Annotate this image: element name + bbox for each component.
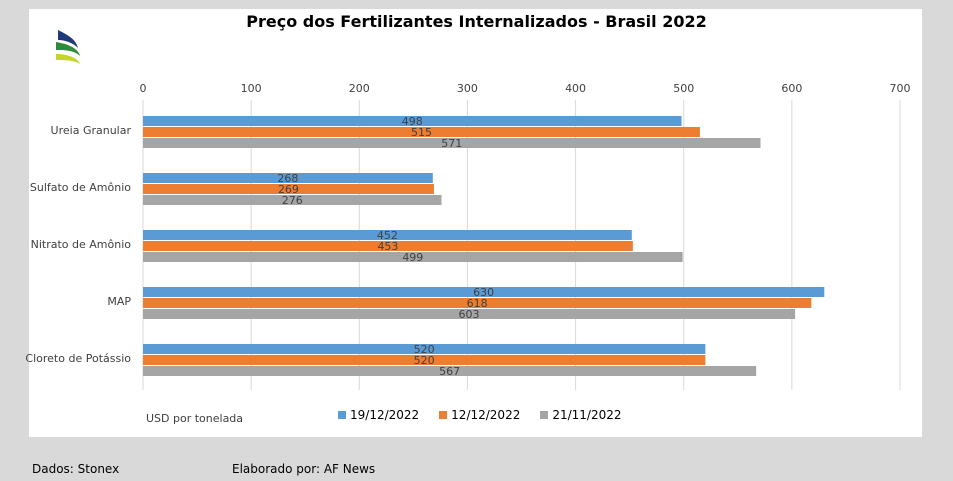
data-label-s3-c5: 567 xyxy=(439,365,460,378)
data-label-s1-c4: 630 xyxy=(473,286,494,299)
x-tick-label-2: 200 xyxy=(349,82,370,95)
logo-stripe-top xyxy=(58,30,78,48)
data-label-s3-c2: 276 xyxy=(282,194,303,207)
data-label-s1-c3: 452 xyxy=(377,229,398,242)
logo-stripe-middle xyxy=(56,42,80,56)
x-tick-label-4: 400 xyxy=(565,82,586,95)
data-label-s1-c1: 498 xyxy=(402,115,423,128)
bar-s1-c1 xyxy=(143,116,682,126)
x-axis-label: USD por tonelada xyxy=(146,412,244,425)
legend-swatch-2 xyxy=(439,411,448,419)
legend-swatch-3 xyxy=(540,411,549,419)
bar-s2-c1 xyxy=(143,127,700,137)
bar-s3-c3 xyxy=(143,252,683,262)
x-tick-label-5: 500 xyxy=(673,82,694,95)
legend-item-2: 12/12/2022 xyxy=(439,408,520,422)
legend-label-1: 19/12/2022 xyxy=(350,408,420,422)
data-label-s2-c5: 520 xyxy=(414,354,435,367)
x-tick-label-3: 300 xyxy=(457,82,478,95)
bar-s2-c2 xyxy=(143,184,434,194)
x-tick-label-0: 0 xyxy=(140,82,147,95)
x-tick-label-6: 600 xyxy=(781,82,802,95)
logo-stripe-bottom xyxy=(56,54,80,64)
chart-panel xyxy=(29,9,922,437)
legend-label-2: 12/12/2022 xyxy=(451,408,521,422)
bar-s3-c1 xyxy=(143,138,761,148)
legend-label-3: 21/11/2022 xyxy=(552,408,622,422)
legend-item-1: 19/12/2022 xyxy=(338,408,419,422)
company-logo xyxy=(56,30,80,64)
bar-s1-c2 xyxy=(143,173,433,183)
category-label-3: MAP xyxy=(107,295,131,308)
bar-s1-c3 xyxy=(143,230,632,240)
bar-s2-c4 xyxy=(143,298,812,308)
x-tick-label-7: 700 xyxy=(890,82,911,95)
legend-swatch-1 xyxy=(338,411,346,419)
bar-s3-c4 xyxy=(143,309,796,319)
data-label-s3-c3: 499 xyxy=(402,251,423,264)
category-label-2: Nitrato de Amônio xyxy=(31,238,132,251)
data-label-s1-c5: 520 xyxy=(414,343,435,356)
legend: 19/12/2022 12/12/2022 21/11/2022 xyxy=(338,408,622,422)
category-label-0: Ureia Granular xyxy=(51,124,132,137)
legend-item-3: 21/11/2022 xyxy=(540,408,622,422)
bar-s2-c3 xyxy=(143,241,633,251)
footer-source: Dados: Stonex xyxy=(32,462,120,476)
data-label-s2-c4: 618 xyxy=(467,297,488,310)
footer-author: Elaborado por: AF News xyxy=(232,462,376,476)
category-label-1: Sulfato de Amônio xyxy=(30,181,131,194)
chart-title: Preço dos Fertilizantes Internalizados -… xyxy=(246,12,707,31)
data-label-s2-c2: 269 xyxy=(278,183,299,196)
bar-s1-c4 xyxy=(143,287,825,297)
bar-s1-c5 xyxy=(143,344,706,354)
data-label-s2-c3: 453 xyxy=(377,240,398,253)
data-label-s1-c2: 268 xyxy=(277,172,298,185)
bar-s2-c5 xyxy=(143,355,706,365)
x-tick-label-1: 100 xyxy=(241,82,262,95)
bar-s3-c2 xyxy=(143,195,442,205)
data-label-s3-c1: 571 xyxy=(441,137,462,150)
data-label-s3-c4: 603 xyxy=(459,308,480,321)
bar-s3-c5 xyxy=(143,366,757,376)
data-label-s2-c1: 515 xyxy=(411,126,432,139)
category-label-4: Cloreto de Potássio xyxy=(25,352,131,365)
